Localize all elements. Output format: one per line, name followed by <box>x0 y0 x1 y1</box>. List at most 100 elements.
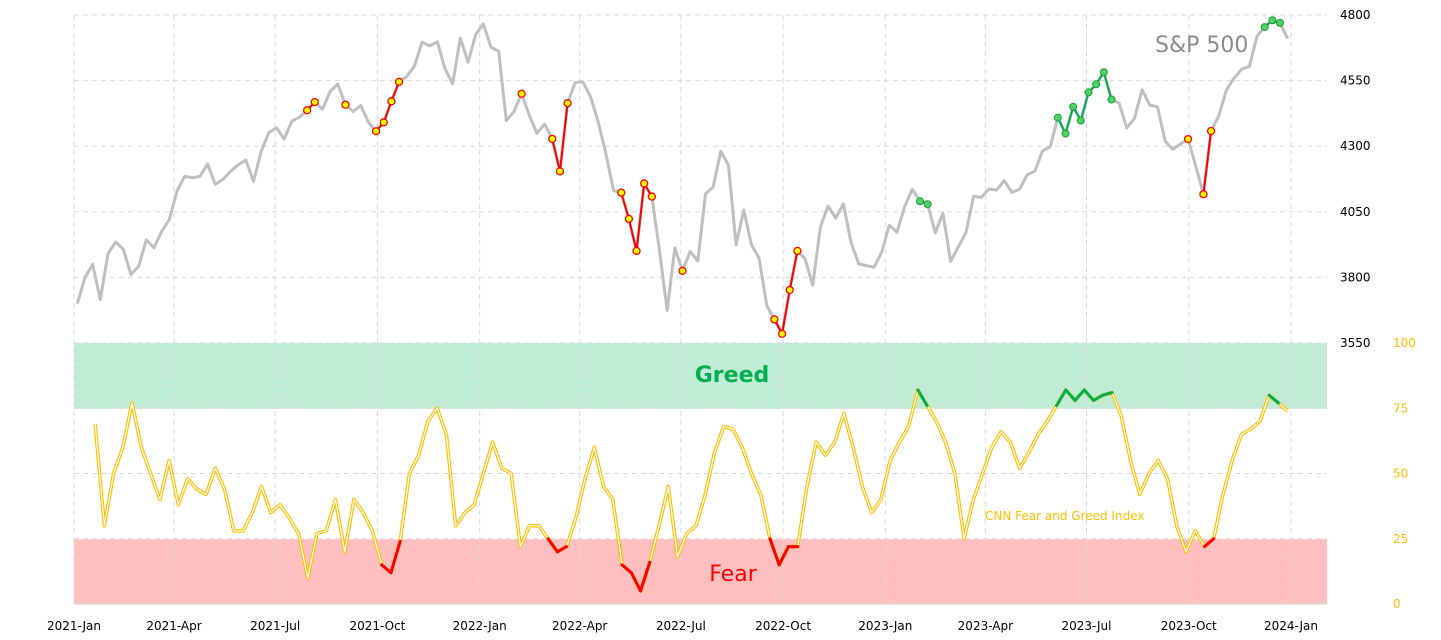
greed-marker <box>1268 16 1277 25</box>
fear-marker <box>1206 126 1216 136</box>
greed-marker <box>1260 23 1269 32</box>
fear-segment <box>546 537 559 554</box>
greed-segment <box>916 388 929 408</box>
fear-connector <box>1202 130 1213 195</box>
fear-marker <box>1199 190 1208 199</box>
greed-zone-band <box>74 343 1327 409</box>
x-tick-label: 2022-Jul <box>656 619 706 633</box>
fear-greed-y-tick-label: 75 <box>1393 401 1408 415</box>
fear-segment <box>639 560 652 593</box>
greed-marker <box>1276 18 1285 27</box>
fear-greed-index-label: CNN Fear and Greed Index <box>985 509 1144 523</box>
greed-marker <box>1076 116 1085 125</box>
greed-marker <box>1053 113 1062 122</box>
fear-marker <box>371 127 381 136</box>
x-tick-label: 2021-Jul <box>250 619 300 633</box>
fear-greed-series <box>93 388 1289 593</box>
x-tick-label: 2022-Jan <box>453 619 507 633</box>
fear-greed-y-tick-label: 25 <box>1393 532 1408 546</box>
fear-marker <box>555 167 565 176</box>
fear-greed-y-tick-label: 50 <box>1393 467 1408 481</box>
x-tick-label: 2021-Apr <box>146 619 201 633</box>
fear-marker <box>379 118 388 127</box>
sp500-y-tick-label: 4300 <box>1340 139 1371 153</box>
fear-marker <box>517 89 526 98</box>
greed-marker <box>1061 129 1070 138</box>
x-tick-label: 2021-Jan <box>47 619 101 633</box>
greed-segment <box>1082 388 1096 402</box>
fear-segment <box>1202 537 1216 549</box>
fear-greed-y-tick-label: 0 <box>1393 597 1401 611</box>
greed-segment <box>1092 393 1105 402</box>
y-axis-ticks: 4800 4550 4300 4050 3800 3550 100 75 50 25 0 <box>1340 8 1416 611</box>
fear-marker <box>624 214 634 224</box>
fear-marker <box>647 192 657 201</box>
fear-connector <box>551 138 561 172</box>
x-tick-label: 2022-Apr <box>552 619 607 633</box>
x-tick-label: 2024-Jan <box>1264 619 1318 633</box>
greed-segment <box>1055 388 1068 408</box>
sp500-series <box>75 16 1290 338</box>
fear-segment <box>380 563 393 575</box>
sp500-y-tick-label: 3800 <box>1340 270 1371 284</box>
fear-connector <box>788 250 799 291</box>
x-tick-label: 2023-Apr <box>958 619 1013 633</box>
greed-zone-label: Greed <box>695 363 770 388</box>
greed-marker <box>1099 68 1108 77</box>
fear-marker <box>1183 134 1193 144</box>
fear-segment <box>768 537 781 567</box>
greed-marker <box>1084 88 1093 97</box>
fear-marker <box>394 77 404 87</box>
fear-connector <box>627 218 638 252</box>
greed-marker <box>923 200 932 209</box>
greed-connector <box>1064 106 1075 134</box>
sp500-y-tick-label: 4550 <box>1340 74 1371 88</box>
fear-segment <box>777 545 790 567</box>
greed-marker <box>915 197 924 206</box>
x-tick-label: 2023-Oct <box>1161 619 1217 633</box>
greed-segment <box>1267 393 1280 405</box>
fear-connector <box>635 183 646 252</box>
fear-marker <box>793 246 802 256</box>
fear-marker <box>678 266 687 275</box>
greed-connector <box>1079 92 1090 121</box>
fear-marker <box>785 285 794 295</box>
greed-connector <box>1102 71 1113 100</box>
fear-marker <box>777 329 787 338</box>
fear-marker <box>310 97 319 107</box>
x-tick-label: 2021-Oct <box>349 619 405 633</box>
greed-marker <box>1092 80 1101 89</box>
x-axis-ticks: 2021-Jan 2021-Apr 2021-Jul 2021-Oct 2022-Jan… <box>47 619 1318 633</box>
fear-marker <box>563 99 572 108</box>
fear-segment <box>620 563 633 575</box>
fear-connector <box>620 192 630 220</box>
x-tick-label: 2023-Jan <box>858 619 912 633</box>
greed-marker <box>1069 102 1078 111</box>
fear-greed-y-tick-label: 100 <box>1393 336 1416 350</box>
fear-marker <box>387 97 396 106</box>
fear-marker <box>632 246 641 256</box>
fear-marker <box>548 134 557 144</box>
fear-marker <box>617 188 626 197</box>
fear-marker <box>640 179 649 188</box>
x-tick-label: 2023-Jul <box>1061 619 1111 633</box>
greed-segment <box>1073 388 1086 402</box>
fear-marker <box>770 315 779 324</box>
fear-marker <box>302 106 312 115</box>
sp500-y-tick-label: 4800 <box>1340 8 1371 22</box>
greed-segment <box>1064 388 1077 402</box>
sp500-line <box>75 18 1290 336</box>
fear-segment <box>389 539 402 575</box>
fear-connector <box>781 289 791 334</box>
fear-zone-label: Fear <box>709 562 757 587</box>
greed-marker <box>1107 95 1116 104</box>
fear-marker <box>341 100 350 109</box>
sp500-y-tick-label: 3550 <box>1340 336 1371 350</box>
x-tick-label: 2022-Oct <box>755 619 811 633</box>
fear-segment <box>555 545 569 554</box>
fear-zone-band <box>74 539 1327 604</box>
fear-connector <box>558 103 569 172</box>
sp500-title: S&P 500 <box>1155 33 1248 58</box>
greed-segment <box>1101 391 1114 397</box>
